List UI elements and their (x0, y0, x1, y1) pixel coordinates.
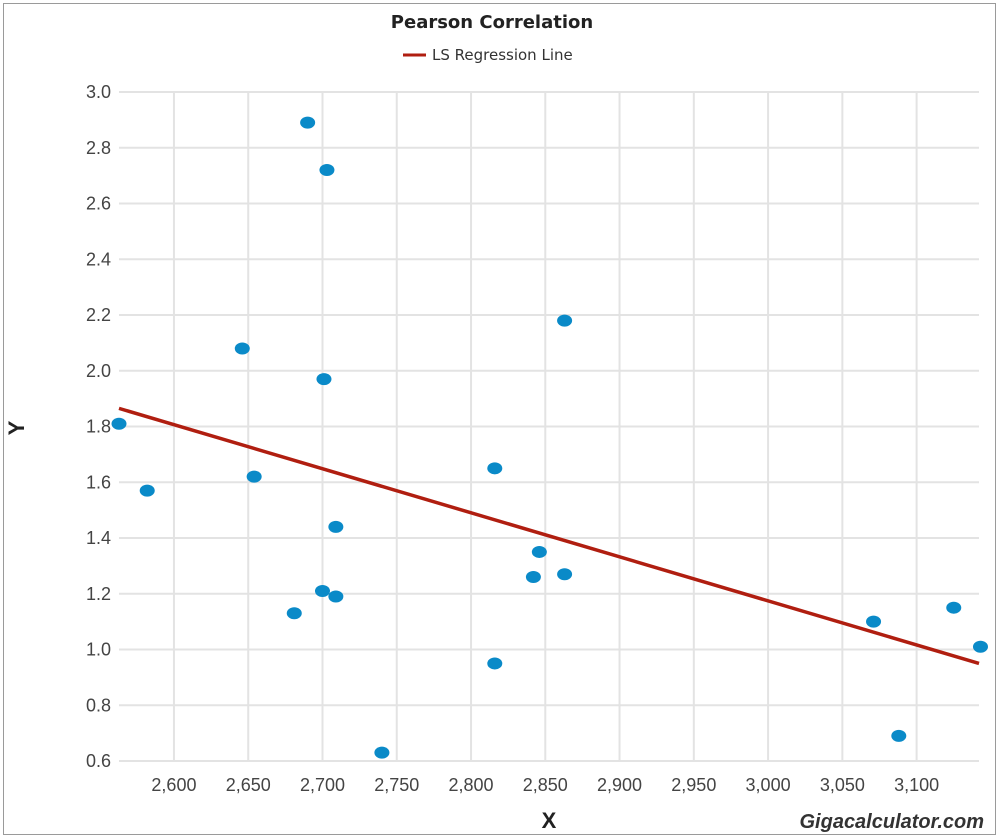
y-tick-label: 3.0 (86, 82, 111, 102)
x-tick-label: 2,800 (448, 775, 493, 795)
data-point[interactable] (525, 571, 541, 584)
x-tick-label: 3,100 (894, 775, 939, 795)
data-point[interactable] (246, 470, 262, 483)
x-axis-ticks: 2,600 2,650 2,700 2,750 2,800 2,850 2,900 2,950… (151, 775, 939, 795)
data-point[interactable] (300, 116, 316, 129)
gridlines (119, 91, 979, 762)
data-point[interactable] (316, 373, 332, 386)
y-tick-label: 2.8 (86, 138, 111, 158)
watermark: Gigacalculator.com (799, 811, 984, 833)
data-point[interactable] (557, 314, 573, 327)
x-tick-label: 2,850 (523, 775, 568, 795)
data-point[interactable] (891, 729, 907, 742)
y-tick-label: 2.0 (86, 361, 111, 381)
x-tick-label: 2,950 (671, 775, 716, 795)
y-tick-label: 1.6 (86, 472, 111, 492)
scatter-chart: Pearson Correlation LS Regression Line 0… (4, 12, 988, 833)
data-points (111, 116, 988, 759)
y-tick-label: 2.2 (86, 305, 111, 325)
data-point[interactable] (328, 590, 344, 603)
data-point[interactable] (487, 462, 503, 475)
x-axis-label: X (542, 808, 557, 833)
x-tick-label: 3,000 (746, 775, 791, 795)
data-point[interactable] (234, 342, 250, 355)
x-tick-label: 2,900 (597, 775, 642, 795)
data-point[interactable] (111, 417, 127, 430)
data-point[interactable] (319, 164, 335, 177)
y-tick-label: 0.6 (86, 751, 111, 771)
y-tick-label: 2.6 (86, 194, 111, 214)
data-point[interactable] (328, 520, 344, 533)
y-tick-label: 1.2 (86, 584, 111, 604)
data-point[interactable] (374, 746, 390, 759)
data-point[interactable] (531, 545, 547, 558)
x-tick-label: 2,600 (151, 775, 196, 795)
chart-title: Pearson Correlation (391, 12, 593, 33)
data-point[interactable] (286, 607, 302, 620)
x-tick-label: 2,650 (226, 775, 271, 795)
regression-line-layer (118, 406, 980, 666)
y-tick-label: 1.0 (86, 640, 111, 660)
chart-frame: Pearson Correlation LS Regression Line 0… (3, 3, 996, 835)
regression-line (118, 406, 980, 666)
y-axis-ticks: 0.6 0.8 1.0 1.2 1.4 1.6 1.8 2.0 2.2 2.4 2.6 2.8 3.0 (86, 82, 111, 771)
data-point[interactable] (139, 484, 155, 497)
data-point[interactable] (972, 640, 988, 653)
data-point[interactable] (946, 601, 962, 614)
y-tick-label: 2.4 (86, 249, 111, 269)
x-tick-label: 3,050 (820, 775, 865, 795)
legend-label: LS Regression Line (432, 46, 573, 64)
data-point[interactable] (314, 584, 330, 597)
y-tick-label: 1.8 (86, 417, 111, 437)
y-axis-label: Y (4, 420, 29, 435)
x-tick-label: 2,700 (300, 775, 345, 795)
data-point[interactable] (866, 615, 882, 628)
data-point[interactable] (557, 568, 573, 581)
legend[interactable]: LS Regression Line (403, 46, 573, 64)
data-point[interactable] (487, 657, 503, 670)
x-tick-label: 2,750 (374, 775, 419, 795)
y-tick-label: 1.4 (86, 528, 111, 548)
y-tick-label: 0.8 (86, 695, 111, 715)
